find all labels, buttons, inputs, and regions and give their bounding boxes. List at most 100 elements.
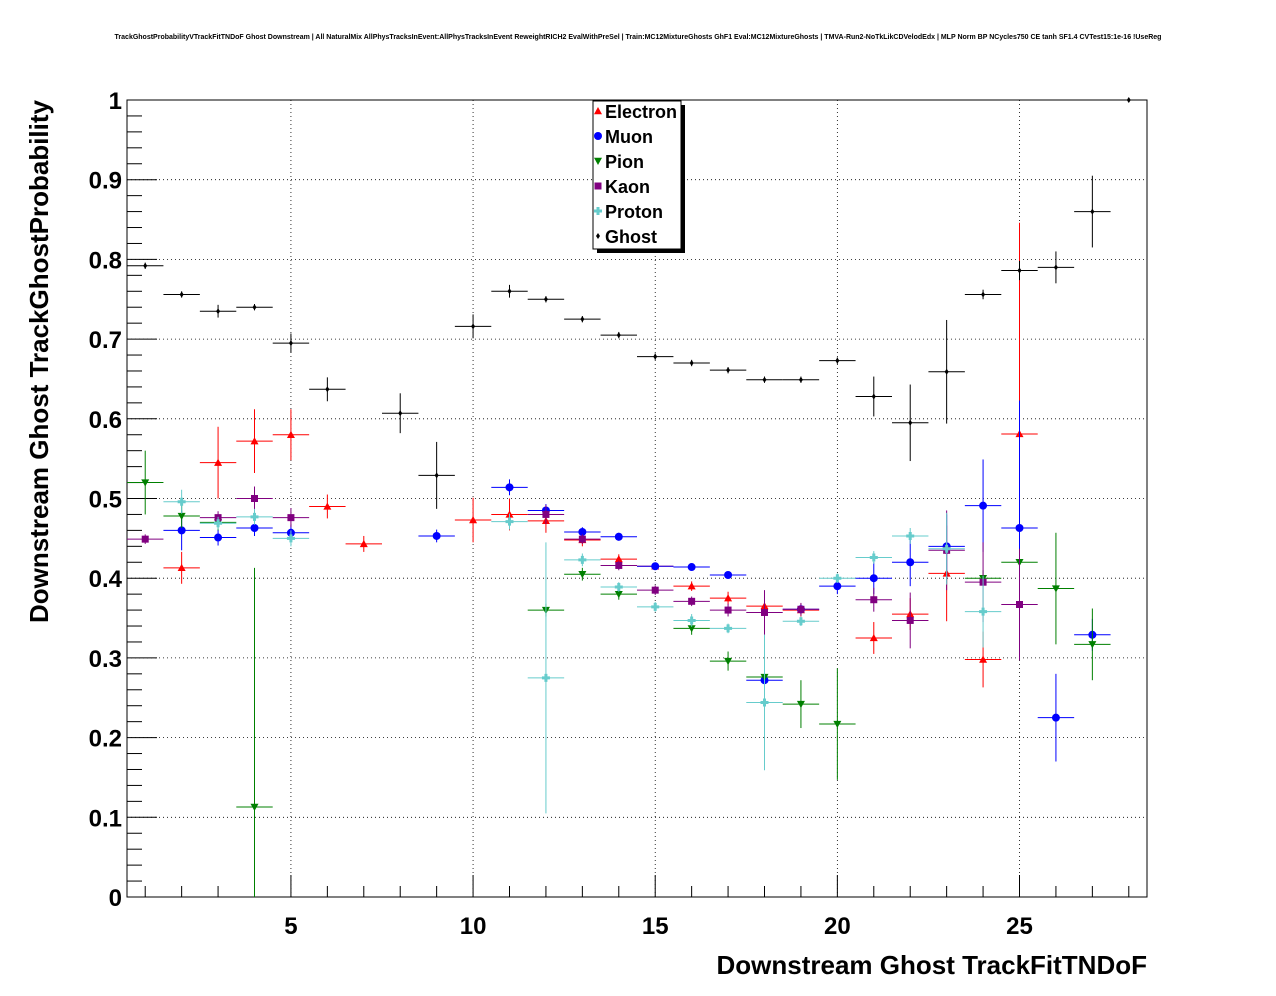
data-point	[564, 527, 601, 537]
data-marker	[1015, 523, 1024, 532]
y-tick-label: 1	[109, 88, 122, 115]
data-marker	[981, 291, 986, 298]
legend-item-electron: Electron	[594, 102, 677, 122]
data-marker	[177, 497, 186, 506]
data-marker	[835, 357, 840, 364]
data-point	[855, 587, 892, 612]
data-marker	[250, 512, 259, 521]
data-point	[236, 486, 273, 511]
data-point	[272, 508, 310, 528]
legend-label: Kaon	[605, 177, 650, 197]
data-marker	[179, 291, 184, 298]
data-marker	[944, 368, 949, 375]
data-marker	[869, 553, 878, 562]
data-marker	[871, 393, 876, 400]
data-point	[491, 284, 528, 298]
data-point	[272, 530, 310, 547]
data-marker	[724, 571, 733, 580]
series-ghost	[127, 97, 1147, 509]
data-marker	[869, 574, 878, 583]
data-marker	[1126, 97, 1131, 103]
data-marker	[398, 410, 403, 417]
data-marker	[177, 512, 186, 521]
data-point	[709, 591, 747, 605]
data-point	[1037, 251, 1075, 284]
data-point	[127, 534, 164, 544]
data-point	[892, 538, 929, 587]
legend-item-proton: Proton	[594, 202, 663, 222]
data-marker	[869, 633, 878, 642]
data-marker	[979, 655, 988, 663]
data-point	[1074, 175, 1111, 248]
data-point	[345, 535, 382, 552]
series-layer	[127, 97, 1147, 897]
data-point	[855, 551, 892, 564]
data-marker	[762, 376, 767, 383]
legend-box	[592, 100, 682, 250]
y-tick-label: 0.2	[89, 726, 122, 753]
data-point	[637, 585, 674, 595]
legend-label: Pion	[605, 152, 644, 172]
data-point	[236, 304, 273, 311]
data-marker	[797, 605, 805, 613]
data-point	[236, 508, 273, 525]
data-marker	[687, 563, 696, 572]
data-point	[673, 359, 710, 367]
chart-title: TrackGhostProbabilityVTrackFitTNDoF Ghos…	[114, 34, 1162, 41]
data-point	[782, 376, 820, 383]
x-tick-label: 15	[642, 913, 669, 940]
data-point	[746, 590, 783, 635]
data-point	[163, 291, 200, 298]
data-point	[1001, 260, 1038, 281]
legend-label: Electron	[605, 102, 677, 122]
data-marker	[906, 558, 915, 567]
data-marker	[578, 527, 587, 536]
data-marker	[724, 657, 733, 666]
series-muon	[163, 400, 1111, 762]
data-point	[746, 376, 783, 383]
data-marker	[286, 534, 295, 543]
data-point	[782, 602, 820, 616]
data-point	[819, 357, 856, 364]
data-point	[709, 603, 747, 617]
data-marker	[252, 304, 257, 311]
data-point	[309, 377, 346, 402]
y-tick-label: 0	[109, 885, 122, 912]
x-tick-label: 5	[284, 913, 297, 940]
data-point	[564, 567, 601, 581]
data-point	[1001, 548, 1038, 661]
data-point	[491, 513, 528, 530]
data-point	[892, 527, 929, 544]
data-point	[709, 571, 747, 580]
data-marker	[471, 323, 476, 330]
data-point	[199, 304, 237, 318]
legend-label: Ghost	[605, 227, 657, 247]
data-marker	[796, 700, 805, 709]
data-point	[127, 450, 164, 515]
data-marker	[1016, 601, 1023, 609]
data-point	[236, 567, 273, 897]
data-point	[928, 319, 965, 424]
data-marker	[870, 596, 878, 604]
data-point	[127, 262, 164, 269]
data-marker	[177, 563, 186, 572]
legend-item-pion: Pion	[594, 152, 644, 172]
data-marker	[432, 531, 441, 540]
data-point	[673, 581, 710, 591]
data-point	[600, 532, 637, 541]
x-tick-label: 20	[824, 913, 851, 940]
data-marker	[541, 673, 550, 682]
data-marker	[979, 607, 988, 616]
data-marker	[724, 606, 732, 614]
legend-marker	[596, 233, 600, 239]
x-axis-title: Downstream Ghost TrackFitTNDoF	[717, 950, 1148, 980]
y-tick-label: 0.9	[89, 168, 122, 195]
y-tick-label: 0.7	[89, 327, 122, 354]
data-point	[564, 553, 601, 567]
data-marker	[687, 616, 696, 625]
data-marker	[724, 624, 733, 633]
data-marker	[288, 340, 293, 347]
data-point	[199, 529, 237, 546]
data-marker	[287, 514, 295, 522]
data-marker	[761, 608, 768, 616]
